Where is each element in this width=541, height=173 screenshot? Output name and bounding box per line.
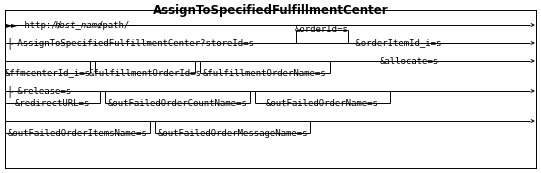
Text: &orderId=s: &orderId=s [295, 25, 349, 34]
Text: &ffmcenterId_i=s: &ffmcenterId_i=s [4, 69, 90, 78]
Text: —&orderItemId_i=s—: —&orderItemId_i=s— [350, 39, 447, 48]
Text: /path/—: /path/— [98, 20, 136, 30]
Text: ►: ► [6, 20, 12, 30]
Text: AssignToSpecifiedFulfillmentCenter: AssignToSpecifiedFulfillmentCenter [153, 4, 388, 17]
Text: &fulfillmentOrderName=s: &fulfillmentOrderName=s [203, 69, 327, 78]
Text: &outFailedOrderName=s: &outFailedOrderName=s [266, 98, 379, 107]
Text: ├: ├ [6, 37, 12, 49]
Text: ├: ├ [6, 85, 12, 97]
Text: host_name: host_name [55, 20, 103, 30]
Text: —http://: —http:// [19, 20, 62, 30]
Text: &outFailedOrderItemsName=s: &outFailedOrderItemsName=s [8, 129, 147, 138]
Text: &fulfillmentOrderId=s: &fulfillmentOrderId=s [89, 69, 201, 78]
Text: ►: ► [11, 20, 17, 30]
Text: &redirectURL=s: &redirectURL=s [15, 98, 90, 107]
Text: &outFailedOrderCountName=s: &outFailedOrderCountName=s [108, 98, 247, 107]
Text: &allocate=s: &allocate=s [380, 57, 439, 66]
Text: —AssignToSpecifiedFulfillmentCenter?storeId=s: —AssignToSpecifiedFulfillmentCenter?stor… [12, 39, 254, 48]
Text: &outFailedOrderMessageName=s: &outFailedOrderMessageName=s [157, 129, 308, 138]
Text: —&release=s: —&release=s [12, 86, 71, 95]
